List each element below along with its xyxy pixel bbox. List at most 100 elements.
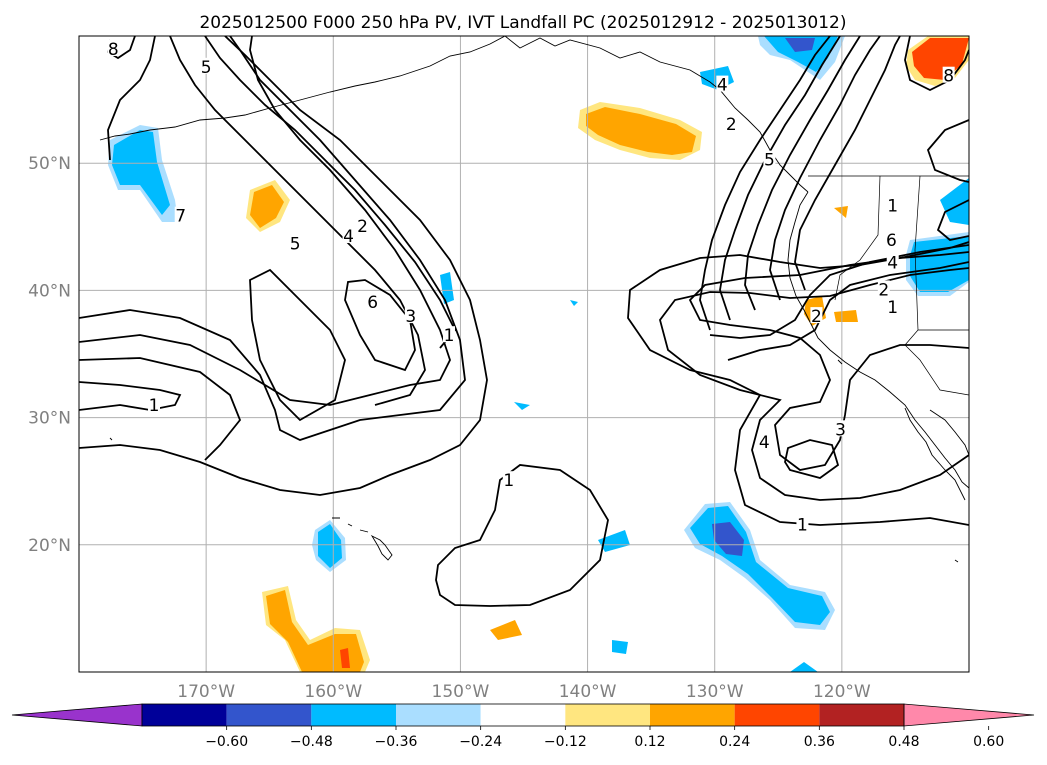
colorbar-tick-label: 0.36 (804, 734, 835, 750)
pv-contour (688, 241, 969, 471)
colorbar: −0.60 −0.48 −0.36 −0.24 −0.12 0.12 0.24 0.36 0.4… (11, 703, 1035, 750)
contour-label: 4 (717, 76, 728, 96)
contour-label: 5 (201, 58, 212, 78)
contour-label-bg (716, 75, 729, 92)
contour-label-bg (148, 396, 161, 413)
contour-label-bg (442, 326, 455, 343)
pv-contour (344, 279, 416, 372)
contour-label: 1 (887, 298, 898, 318)
colorbar-segment (226, 704, 312, 726)
contour-label-bg (107, 39, 120, 56)
coastlines (99, 36, 969, 563)
latitude-label: 30°N (28, 409, 71, 429)
contour-label-bg (200, 57, 213, 74)
anomaly-negative-patch (764, 36, 838, 72)
colorbar-segment (396, 704, 481, 726)
contour-label: 5 (764, 151, 775, 171)
contour-label: 4 (887, 254, 898, 274)
colorbar-segment (142, 704, 227, 726)
pv-contour (627, 251, 969, 526)
contour-label-bg (810, 307, 823, 324)
contour-label-bg (886, 196, 899, 213)
contour-label: 8 (943, 67, 954, 87)
colorbar-tick-label: 0.24 (719, 734, 750, 750)
colorbar-tick-label: −0.36 (375, 734, 418, 750)
longitude-label: 170°W (177, 682, 235, 702)
contour-label: 1 (149, 396, 160, 416)
anomaly-positive-patch (490, 620, 522, 640)
colorbar-extend-high (903, 703, 1035, 727)
longitude-label: 150°W (432, 682, 490, 702)
contour-label: 8 (108, 40, 119, 60)
hawaii-islands (332, 517, 393, 561)
contour-label: 3 (405, 307, 416, 327)
pv-contour (204, 36, 457, 349)
pv-contour (709, 244, 969, 339)
colorbar-frame (141, 703, 905, 727)
map-title: 2025012500 F000 250 hPa PV, IVT Landfall… (199, 13, 846, 33)
contour-label: 6 (886, 231, 897, 251)
contour-label-bg (356, 216, 369, 233)
colorbar-tick-label: 0.48 (888, 734, 919, 750)
contour-label-bg (834, 420, 847, 437)
contour-label-bg (763, 150, 776, 167)
contour-label-bg (796, 515, 809, 532)
longitude-label: 120°W (813, 682, 871, 702)
longitude-label: 130°W (686, 682, 744, 702)
pv-contour (79, 36, 488, 496)
graticule (79, 36, 969, 672)
contour-label: 2 (726, 115, 737, 135)
colorbar-tick-label: −0.12 (544, 734, 587, 750)
pv-contour (904, 36, 969, 92)
anomaly-negative-patch (318, 524, 342, 568)
contour-label: 3 (835, 420, 846, 440)
anomaly-positive-patch (912, 38, 969, 80)
pv-contour (659, 267, 969, 501)
contour-label-bg (886, 298, 899, 315)
contour-label-bg (725, 115, 738, 132)
pv-contour (79, 357, 242, 461)
pv-contour (79, 36, 466, 441)
contour-label-bg (758, 433, 771, 450)
anomaly-negative-patch (514, 402, 530, 410)
colorbar-segment (819, 704, 904, 726)
map-background (79, 36, 969, 672)
colorbar-segment (565, 704, 650, 726)
contour-label-bg (289, 234, 302, 251)
longitude-label: 160°W (304, 682, 362, 702)
colorbar-segments (11, 703, 1035, 727)
anomaly-positive-patch (834, 310, 858, 322)
pv-contour (784, 439, 840, 479)
pv-contour (727, 261, 969, 361)
pv-contour (169, 36, 426, 406)
contour-label-bg (174, 206, 187, 223)
longitude-labels: 170°W 160°W 150°W 140°W 130°W 120°W (177, 682, 871, 702)
latitude-labels: 20°N 30°N 40°N 50°N (28, 154, 71, 556)
latitude-label: 40°N (28, 281, 71, 301)
na-west-coast (787, 191, 969, 489)
anomaly-negative-patch (910, 236, 969, 292)
anomaly-negative-patch (940, 178, 969, 225)
anomaly-negative-patch (785, 38, 815, 52)
pv-contour (79, 36, 451, 406)
map-frame (78, 35, 970, 673)
colorbar-tick-label: 0.60 (973, 734, 1004, 750)
contour-label: 7 (175, 207, 186, 227)
contour-label: 4 (759, 433, 770, 453)
pv-contour (744, 36, 861, 311)
contour-label-bg (342, 226, 355, 243)
anomaly-positive-patch (586, 107, 696, 155)
pv-contour (936, 199, 969, 241)
latitude-label: 20°N (28, 536, 71, 556)
colorbar-segment (480, 704, 566, 726)
pv-contours (79, 36, 969, 607)
anomaly-negative-patch (612, 640, 628, 654)
contour-label: 1 (444, 326, 455, 346)
contour-label: 1 (797, 516, 808, 536)
anomaly-positive-patch (266, 590, 364, 672)
anomaly-positive-patch (340, 648, 350, 668)
pv-contour (435, 464, 609, 607)
contour-label-bg (366, 293, 379, 310)
